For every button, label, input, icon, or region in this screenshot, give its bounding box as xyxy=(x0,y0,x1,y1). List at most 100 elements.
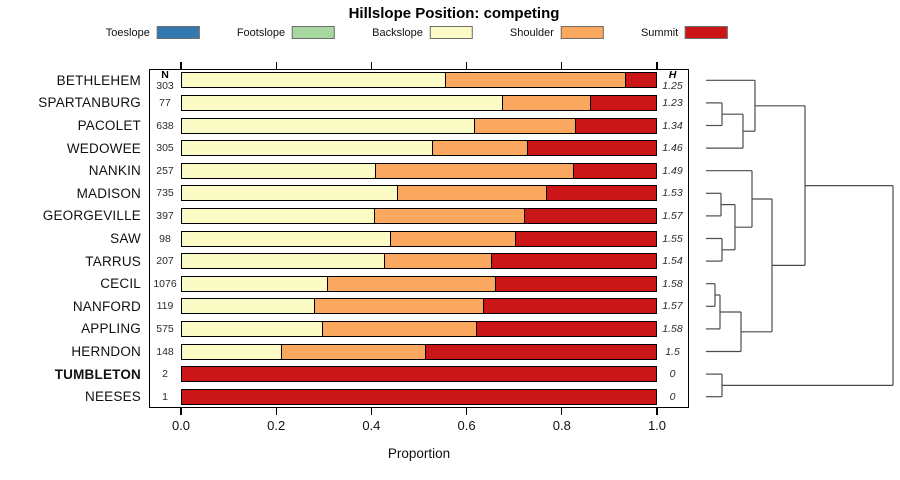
bar-segment-summit xyxy=(182,367,656,382)
bar-segment-summit xyxy=(589,95,656,110)
n-value-nanford: 119 xyxy=(156,300,174,313)
bar-segment-backslope xyxy=(182,163,376,178)
bar-pacolet xyxy=(181,117,657,134)
plot-frame xyxy=(149,69,689,408)
legend-swatch-summit xyxy=(685,26,729,39)
bar-spartanburg xyxy=(181,94,657,111)
bar-segment-summit xyxy=(491,254,656,269)
legend-item-toeslope: Toeslope xyxy=(106,26,200,39)
bar-tumbleton xyxy=(181,366,657,383)
bar-segment-backslope xyxy=(182,344,282,359)
bar-segment-shoulder xyxy=(473,118,576,133)
x-tick-top xyxy=(275,62,277,69)
x-tick-bottom xyxy=(370,408,372,415)
chart-title: Hillslope Position: competing xyxy=(348,5,560,22)
bar-tarrus xyxy=(181,253,657,270)
bar-segment-backslope xyxy=(182,186,398,201)
bar-segment-shoulder xyxy=(445,73,626,88)
h-value-spartanburg: 1.23 xyxy=(662,96,683,109)
bar-segment-summit xyxy=(625,73,656,88)
legend-swatch-footslope xyxy=(292,26,336,39)
n-value-spartanburg: 77 xyxy=(159,96,171,109)
h-value-nankin: 1.49 xyxy=(662,164,683,177)
n-column-header: N xyxy=(161,69,169,81)
legend-swatch-backslope xyxy=(429,26,473,39)
legend-label: Shoulder xyxy=(509,26,554,39)
h-value-neeses: 0 xyxy=(669,390,676,403)
bar-segment-backslope xyxy=(182,254,384,269)
bar-georgeville xyxy=(181,207,657,224)
x-tick-bottom xyxy=(180,408,182,415)
x-axis-title: Proportion xyxy=(387,446,451,461)
bar-segment-shoulder xyxy=(397,186,547,201)
n-value-herndon: 148 xyxy=(156,345,174,358)
bar-segment-shoulder xyxy=(431,141,527,156)
n-value-pacolet: 638 xyxy=(156,119,174,132)
row-label-nanford: NANFORD xyxy=(72,298,141,314)
row-label-wedowee: WEDOWEE xyxy=(66,140,141,156)
x-tick-top xyxy=(561,62,563,69)
legend-label: Toeslope xyxy=(105,26,150,39)
bar-segment-backslope xyxy=(182,231,391,246)
bar-segment-shoulder xyxy=(373,208,525,223)
bar-saw xyxy=(181,230,657,247)
row-label-saw: SAW xyxy=(110,231,141,246)
bar-segment-backslope xyxy=(182,73,446,88)
h-value-saw: 1.55 xyxy=(662,232,683,245)
x-tick-top xyxy=(370,62,372,69)
bar-segment-summit xyxy=(514,231,656,246)
h-value-bethlehem: 1.25 xyxy=(662,79,683,92)
h-value-wedowee: 1.46 xyxy=(662,142,683,155)
bar-segment-summit xyxy=(526,141,656,156)
n-value-wedowee: 305 xyxy=(156,142,174,155)
h-value-tumbleton: 0 xyxy=(669,368,676,381)
n-value-tumbleton: 2 xyxy=(162,368,168,381)
legend-label: Backslope xyxy=(372,26,423,39)
legend-item-backslope: Backslope xyxy=(372,26,473,39)
h-value-madison: 1.53 xyxy=(662,187,683,200)
bar-segment-shoulder xyxy=(383,254,492,269)
n-value-bethlehem: 303 xyxy=(156,79,174,92)
n-value-georgeville: 397 xyxy=(156,209,174,222)
bar-madison xyxy=(181,185,657,202)
bar-neeses xyxy=(181,388,657,405)
bar-segment-shoulder xyxy=(281,344,426,359)
row-label-tarrus: TARRUS xyxy=(85,253,141,269)
legend-item-footslope: Footslope xyxy=(236,26,336,39)
bar-bethlehem xyxy=(181,72,657,89)
n-value-neeses: 1 xyxy=(162,390,168,403)
bar-cecil xyxy=(181,275,657,292)
bar-segment-summit xyxy=(575,118,656,133)
x-tick-bottom xyxy=(275,408,277,415)
x-tick-top xyxy=(656,62,658,69)
legend-item-shoulder: Shoulder xyxy=(510,26,604,39)
n-value-madison: 735 xyxy=(156,187,174,200)
x-tick-bottom xyxy=(466,408,468,415)
x-tick-label: 0.0 xyxy=(171,418,191,433)
legend-label: Summit xyxy=(640,26,679,39)
bar-nankin xyxy=(181,162,657,179)
bar-segment-backslope xyxy=(182,299,314,314)
bar-segment-shoulder xyxy=(322,321,476,336)
bar-wedowee xyxy=(181,140,657,157)
bar-segment-summit xyxy=(495,276,656,291)
h-value-pacolet: 1.34 xyxy=(662,119,683,132)
row-label-cecil: CECIL xyxy=(100,276,141,292)
n-value-appling: 575 xyxy=(156,322,174,335)
h-value-cecil: 1.58 xyxy=(662,277,683,290)
legend-label: Footslope xyxy=(236,26,286,39)
bar-segment-shoulder xyxy=(326,276,496,291)
bar-segment-summit xyxy=(546,186,656,201)
bar-segment-summit xyxy=(483,299,656,314)
bar-segment-shoulder xyxy=(313,299,484,314)
bar-segment-backslope xyxy=(182,321,323,336)
bar-herndon xyxy=(181,343,657,360)
bar-segment-shoulder xyxy=(501,95,590,110)
x-tick-label: 1.0 xyxy=(647,418,667,433)
n-value-tarrus: 207 xyxy=(156,255,174,268)
bar-segment-summit xyxy=(524,208,656,223)
x-tick-top xyxy=(180,62,182,69)
bar-segment-backslope xyxy=(182,118,474,133)
legend-item-summit: Summit xyxy=(640,26,729,39)
